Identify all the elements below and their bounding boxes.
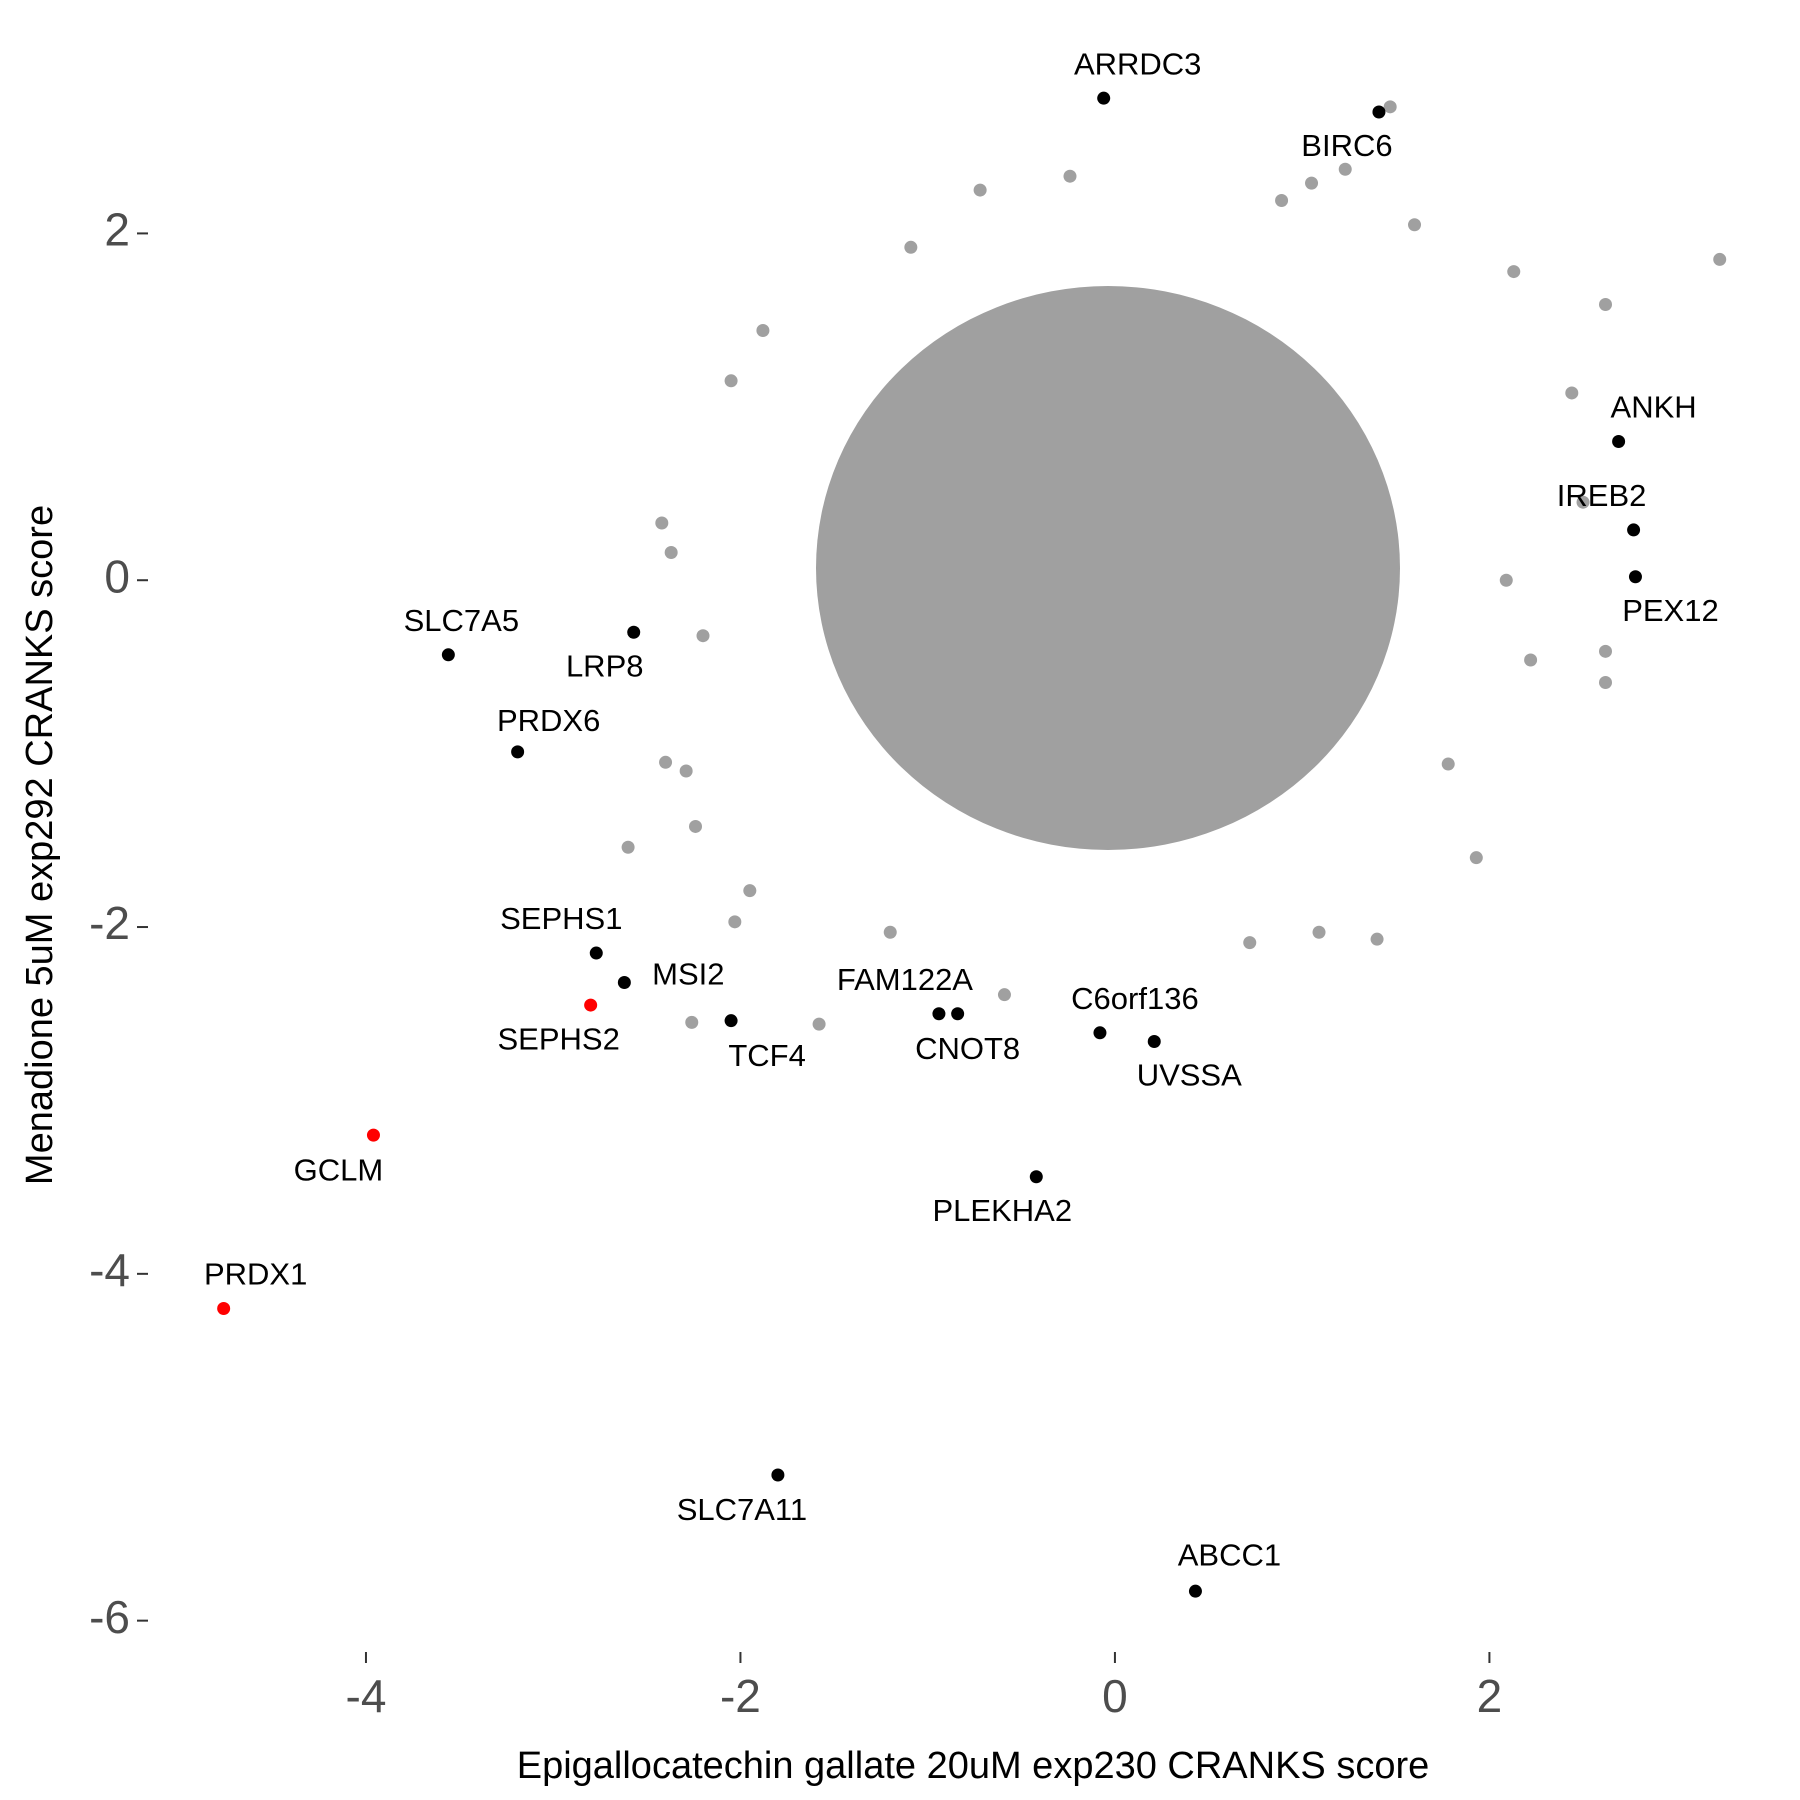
point-label: C6orf136 [1071,981,1199,1016]
point [1507,265,1521,279]
point [1383,100,1397,114]
x-tick-label: -2 [720,1670,761,1722]
point [664,545,678,559]
point [589,946,603,960]
point [679,764,693,778]
point [1093,1026,1107,1040]
point-label: SEPHS1 [500,901,622,936]
point [1147,1034,1161,1048]
point-label: MSI2 [652,957,724,992]
point [621,840,635,854]
point [1441,757,1455,771]
point [728,915,742,929]
point [997,988,1011,1002]
point-label: PRDX6 [497,703,600,738]
point [1627,523,1641,537]
point [366,1128,380,1142]
point [1338,162,1352,176]
y-tick-label: 0 [104,550,130,602]
point [1188,1584,1202,1598]
point [932,1007,946,1021]
point [1370,932,1384,946]
point [511,745,525,759]
y-tick-label: -4 [89,1244,130,1296]
point [1565,386,1579,400]
x-tick-label: 0 [1102,1670,1128,1722]
point [756,324,770,338]
point-label: FAM122A [837,962,973,997]
point-label: LRP8 [566,648,644,683]
point-label: ARRDC3 [1074,46,1201,81]
point-label: ABCC1 [1178,1537,1281,1572]
point-label: IREB2 [1557,478,1647,513]
point [973,183,987,197]
point-label: UVSSA [1137,1058,1242,1093]
point [696,629,710,643]
point [724,374,738,388]
point [1275,193,1289,207]
point-label: BIRC6 [1301,128,1392,163]
point-label: GCLM [294,1152,384,1187]
point-label: PLEKHA2 [933,1193,1073,1228]
point [883,925,897,939]
x-tick-label: -4 [346,1670,387,1722]
point [904,240,918,254]
dense-point-cloud [816,286,1400,850]
point-label: TCF4 [728,1038,806,1073]
point-label: PRDX1 [204,1257,307,1292]
point [743,884,757,898]
point [1599,298,1613,312]
y-axis-title: Menadione 5uM exp292 CRANKS score [19,505,61,1185]
point-label: SLC7A11 [677,1492,807,1527]
point [1469,851,1483,865]
point [1612,435,1626,448]
point [1372,105,1386,119]
point [217,1302,231,1316]
point [659,755,673,769]
point [1599,644,1613,658]
point [1499,573,1513,587]
point [771,1468,785,1482]
point [584,998,598,1012]
point [1628,570,1642,584]
y-tick-label: 2 [104,204,130,256]
point-label: SEPHS2 [497,1021,619,1056]
point [689,819,703,833]
point [617,976,631,990]
point [1524,653,1538,667]
x-tick-label: 2 [1477,1670,1503,1722]
point [1029,1170,1043,1184]
point [812,1017,826,1031]
point [724,1014,738,1028]
point [1063,169,1077,183]
point [441,648,455,662]
y-tick-label: -2 [89,897,130,949]
point-label: ANKH [1611,390,1697,425]
point [1312,925,1326,939]
y-tick-label: -6 [89,1591,130,1643]
point [1243,936,1257,950]
point [1097,91,1111,105]
point-label: CNOT8 [915,1031,1020,1066]
point-label: SLC7A5 [404,603,519,638]
point [655,516,669,530]
point [1713,252,1727,266]
x-axis-title: Epigallocatechin gallate 20uM exp230 CRA… [517,1745,1430,1787]
point [951,1007,965,1021]
point [627,625,641,639]
point-label: PEX12 [1622,593,1719,628]
point [1599,676,1613,690]
point [1408,218,1422,232]
point [1576,495,1590,509]
point [685,1015,699,1029]
point [1305,176,1319,190]
